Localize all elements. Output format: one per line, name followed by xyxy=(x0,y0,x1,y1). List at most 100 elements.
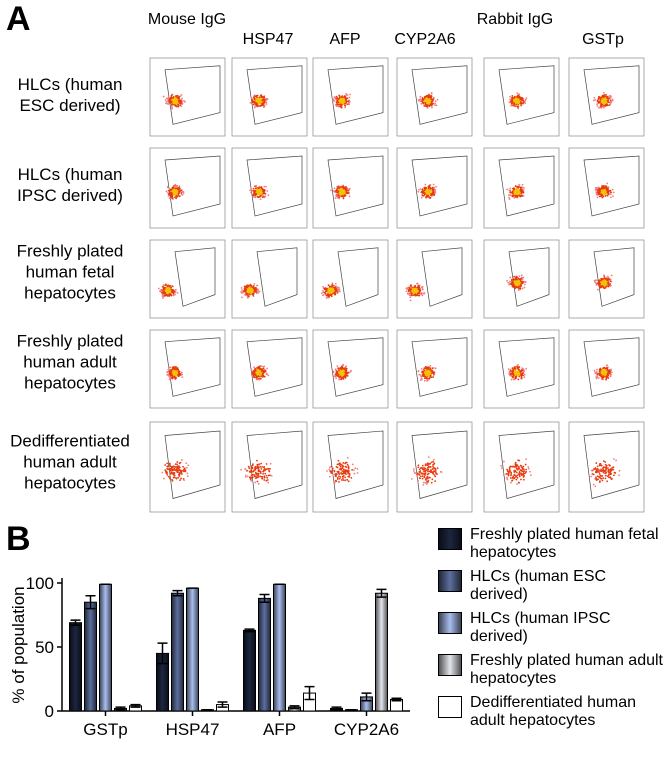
legend-swatch xyxy=(438,612,462,634)
dot xyxy=(509,191,512,194)
dot xyxy=(257,187,260,190)
dot xyxy=(602,372,605,374)
dot xyxy=(602,278,604,281)
dot xyxy=(506,279,508,282)
legend-swatch xyxy=(438,528,462,550)
dot-plot xyxy=(231,57,308,137)
dot xyxy=(599,188,601,191)
dot-plot xyxy=(483,421,560,513)
gate xyxy=(174,247,216,307)
dot xyxy=(170,192,173,195)
dot xyxy=(608,95,610,98)
dot xyxy=(602,96,605,99)
dot xyxy=(339,105,342,108)
bar xyxy=(243,629,256,712)
dot xyxy=(168,374,170,377)
dot xyxy=(597,377,600,379)
dot xyxy=(606,275,609,278)
dot xyxy=(503,460,505,463)
dot xyxy=(596,288,599,291)
dot xyxy=(430,104,433,107)
dot xyxy=(329,189,332,192)
row-label: HLCs (human IPSC derived) xyxy=(17,165,123,205)
dot xyxy=(348,96,351,99)
dot xyxy=(161,297,164,299)
dot xyxy=(325,294,328,297)
dot xyxy=(520,466,523,469)
dot xyxy=(420,100,423,102)
dot xyxy=(435,185,438,188)
dot xyxy=(423,192,426,195)
dot xyxy=(348,195,351,198)
dot xyxy=(173,101,175,103)
dot xyxy=(604,461,607,463)
dot xyxy=(171,285,174,288)
dot xyxy=(603,281,606,283)
dot xyxy=(517,101,520,104)
dot xyxy=(516,92,519,95)
dot xyxy=(510,474,512,477)
dot xyxy=(596,475,599,478)
dot xyxy=(514,463,517,465)
dot xyxy=(434,480,437,483)
dot xyxy=(607,101,610,104)
dot xyxy=(419,188,422,190)
dot xyxy=(336,187,339,190)
dot xyxy=(601,285,604,287)
dot-plot xyxy=(396,239,473,319)
legend: Freshly plated human fetal hepatocytes HL… xyxy=(438,526,663,736)
dot xyxy=(506,188,509,191)
dot xyxy=(169,291,172,294)
dot-plot xyxy=(568,239,645,319)
plot-frame xyxy=(396,147,473,229)
dot xyxy=(601,94,604,97)
dot xyxy=(529,474,532,477)
dot xyxy=(523,376,526,379)
dot xyxy=(436,467,439,470)
dot xyxy=(256,284,259,287)
dot xyxy=(521,373,523,375)
dot xyxy=(604,477,607,480)
dot xyxy=(427,100,430,103)
dot xyxy=(431,468,434,470)
dot xyxy=(256,100,259,103)
dot xyxy=(512,376,515,379)
gate xyxy=(327,155,384,217)
dot xyxy=(512,465,515,468)
dot xyxy=(604,472,607,475)
dot xyxy=(347,100,350,103)
dot-plot xyxy=(483,147,560,229)
dot xyxy=(511,190,514,193)
dot xyxy=(170,372,173,375)
dot xyxy=(349,93,351,96)
dot xyxy=(331,99,334,102)
dot xyxy=(604,474,607,477)
dot xyxy=(340,193,343,196)
dot xyxy=(263,105,266,108)
dot xyxy=(252,103,255,106)
dot xyxy=(600,477,602,480)
dot xyxy=(416,294,419,297)
dot xyxy=(333,190,335,192)
dot xyxy=(500,465,503,467)
dot xyxy=(604,195,607,197)
dot xyxy=(180,191,183,194)
dot xyxy=(333,187,336,190)
dot xyxy=(182,191,185,193)
dot xyxy=(345,92,348,95)
bar xyxy=(273,583,286,712)
bar xyxy=(69,622,82,712)
dot xyxy=(252,187,255,190)
dot xyxy=(502,474,505,477)
dot xyxy=(501,467,503,470)
dot xyxy=(338,196,341,199)
dot xyxy=(179,100,182,103)
gate xyxy=(498,337,555,397)
dot xyxy=(166,374,169,376)
dot xyxy=(264,97,267,100)
dot xyxy=(601,187,604,190)
dot xyxy=(517,191,520,193)
dot xyxy=(324,290,327,293)
panel-label: B xyxy=(6,520,31,558)
dot xyxy=(165,190,168,193)
